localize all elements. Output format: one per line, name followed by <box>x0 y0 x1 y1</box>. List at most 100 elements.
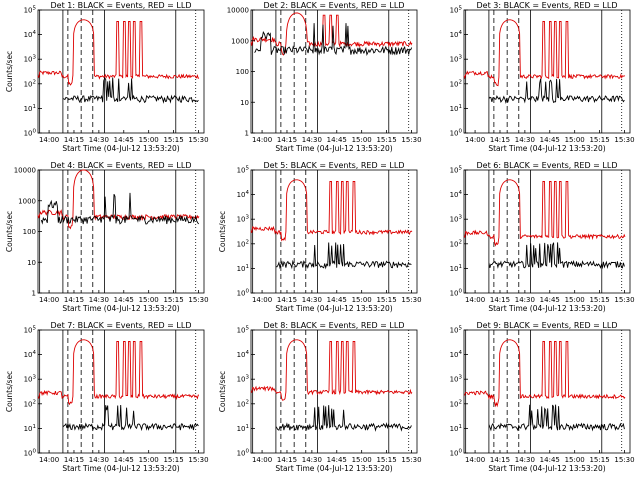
y-tick-label: 101 <box>24 104 36 113</box>
x-tick-label: 14:45 <box>540 296 560 304</box>
x-axis-label: Start Time (04-Jul-12 13:53:20) <box>275 304 392 313</box>
y-tick-label: 104 <box>450 350 463 359</box>
y-tick-label: 104 <box>450 30 463 39</box>
panel-det-7: Det 7: BLACK = Events, RED = LLD 14:00 14:… <box>5 321 209 473</box>
x-tick-label: 14:15 <box>64 136 84 144</box>
y-tick-label: 100 <box>24 129 37 138</box>
y-tick-label: 105 <box>24 6 37 15</box>
x-tick-label: 14:15 <box>277 136 297 144</box>
x-tick-label: 15:15 <box>376 136 396 144</box>
y-axis-label: Counts/sec <box>218 371 227 412</box>
lld-series-line <box>463 339 626 408</box>
x-tick-label: 15:00 <box>352 136 372 144</box>
x-tick-label: 14:30 <box>302 296 322 304</box>
lld-series-line <box>463 19 626 87</box>
x-tick-label: 15:30 <box>401 296 421 304</box>
lld-series-line <box>463 179 626 247</box>
x-tick-label: 15:30 <box>614 136 634 144</box>
y-tick-label: 104 <box>237 350 250 359</box>
y-tick-label: 100 <box>237 449 250 458</box>
plot-frame <box>463 9 631 134</box>
x-tick-label: 14:30 <box>515 456 535 464</box>
x-tick-label: 15:30 <box>401 136 421 144</box>
y-tick-label: 102 <box>450 79 462 88</box>
x-tick-label: 14:00 <box>252 296 272 304</box>
y-tick-label: 1000 <box>18 197 36 205</box>
y-tick-label: 100 <box>236 68 249 76</box>
panel-det-2: Det 2: BLACK = Events, RED = LLD 14:00 14:… <box>227 1 422 153</box>
y-tick-label: 101 <box>450 424 462 433</box>
x-tick-label: 14:45 <box>327 296 347 304</box>
events-series-line <box>275 242 412 270</box>
y-tick-label: 103 <box>450 375 463 384</box>
x-tick-label: 14:30 <box>302 136 322 144</box>
y-tick-label: 10000 <box>14 167 36 175</box>
panel-det-3: Det 3: BLACK = Events, RED = LLD 14:00 14:… <box>450 1 635 153</box>
x-axis-label: Start Time (04-Jul-12 13:53:20) <box>62 464 179 473</box>
y-tick-label: 100 <box>450 129 463 138</box>
events-series-line <box>488 78 625 104</box>
y-tick-label: 105 <box>450 6 463 15</box>
y-tick-label: 105 <box>450 166 463 175</box>
y-tick-label: 104 <box>450 190 463 199</box>
x-tick-label: 14:15 <box>64 456 84 464</box>
panel-det-1: Det 1: BLACK = Events, RED = LLD 14:00 14:… <box>5 1 209 153</box>
x-tick-label: 15:00 <box>565 296 585 304</box>
y-tick-label: 103 <box>237 375 250 384</box>
lld-series-line <box>250 179 413 242</box>
x-tick-label: 14:00 <box>465 456 485 464</box>
x-axis-label: Start Time (04-Jul-12 13:53:20) <box>488 464 605 473</box>
panel-title: Det 8: BLACK = Events, RED = LLD <box>264 321 405 330</box>
events-series-line <box>488 404 625 432</box>
events-series-line <box>62 77 199 104</box>
x-tick-label: 14:45 <box>114 456 134 464</box>
y-tick-label: 1 <box>245 130 249 138</box>
y-tick-label: 10 <box>240 99 249 107</box>
x-tick-label: 15:30 <box>401 456 421 464</box>
y-tick-label: 101 <box>450 264 462 273</box>
x-tick-label: 15:30 <box>188 136 208 144</box>
y-axis-label: Counts/sec <box>5 371 14 412</box>
y-tick-label: 105 <box>450 326 463 335</box>
y-tick-label: 1000 <box>231 37 249 45</box>
x-tick-label: 15:15 <box>376 456 396 464</box>
y-tick-label: 100 <box>24 449 37 458</box>
lld-series-line <box>37 19 200 86</box>
x-tick-label: 15:00 <box>565 136 585 144</box>
y-tick-label: 100 <box>450 289 463 298</box>
x-tick-label: 14:00 <box>465 136 485 144</box>
x-axis-label: Start Time (04-Jul-12 13:53:20) <box>62 304 179 313</box>
x-tick-label: 14:45 <box>540 136 560 144</box>
x-tick-label: 14:15 <box>490 456 510 464</box>
y-tick-label: 100 <box>23 228 36 236</box>
x-axis-label: Start Time (04-Jul-12 13:53:20) <box>488 144 605 153</box>
panel-title: Det 6: BLACK = Events, RED = LLD <box>477 161 618 170</box>
y-tick-label: 103 <box>24 375 37 384</box>
events-series-line <box>488 242 625 270</box>
plot-frame <box>37 329 205 454</box>
y-tick-label: 102 <box>237 239 249 248</box>
x-tick-label: 14:00 <box>252 136 272 144</box>
y-axis-label: Counts/sec <box>5 51 14 92</box>
x-tick-label: 14:45 <box>114 296 134 304</box>
events-series-line <box>62 404 199 432</box>
x-tick-label: 15:15 <box>589 456 609 464</box>
x-tick-label: 14:00 <box>39 136 59 144</box>
x-tick-label: 14:00 <box>252 456 272 464</box>
y-tick-label: 104 <box>237 190 250 199</box>
panel-title: Det 7: BLACK = Events, RED = LLD <box>51 321 192 330</box>
x-tick-label: 14:30 <box>515 136 535 144</box>
x-tick-label: 14:45 <box>540 456 560 464</box>
panel-title: Det 3: BLACK = Events, RED = LLD <box>477 1 618 10</box>
y-tick-label: 101 <box>450 104 462 113</box>
panel-title: Det 1: BLACK = Events, RED = LLD <box>51 1 192 10</box>
x-tick-label: 14:15 <box>277 296 297 304</box>
events-series-line <box>40 192 200 225</box>
x-tick-label: 15:30 <box>614 296 634 304</box>
x-tick-label: 14:30 <box>89 456 109 464</box>
y-tick-label: 103 <box>450 215 463 224</box>
y-tick-label: 1 <box>32 290 36 298</box>
x-tick-label: 15:15 <box>376 296 396 304</box>
y-axis-label: Counts/sec <box>218 211 227 252</box>
x-tick-label: 14:45 <box>114 136 134 144</box>
